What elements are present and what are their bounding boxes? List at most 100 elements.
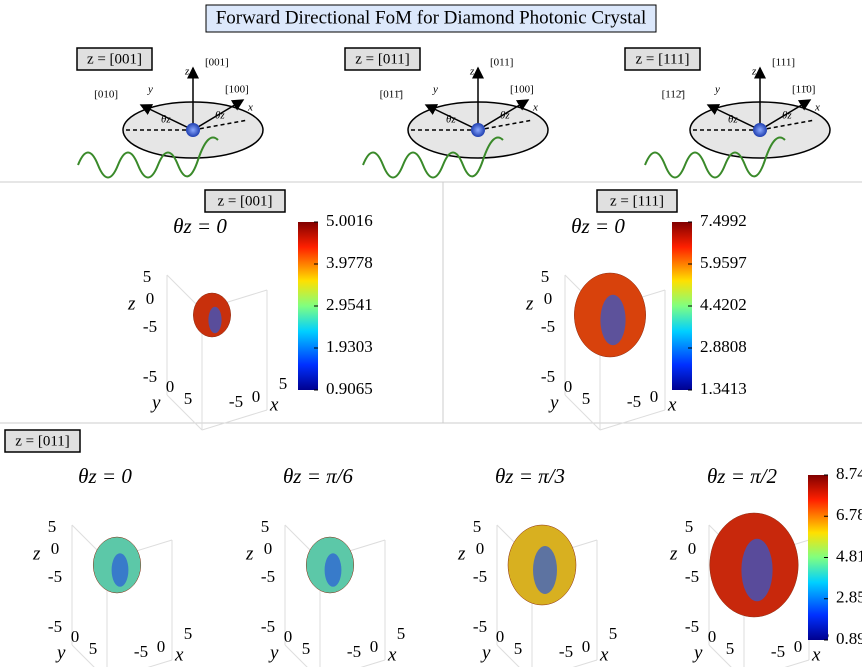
label-box bbox=[596, 189, 678, 213]
dir-label: [001] bbox=[205, 57, 229, 69]
tick-label: 0 bbox=[146, 289, 155, 308]
colorbar bbox=[808, 475, 828, 640]
angle-label: θz bbox=[161, 114, 171, 126]
tick-label: 0 bbox=[264, 539, 273, 558]
grid-line bbox=[599, 409, 666, 431]
wave bbox=[77, 136, 219, 179]
axis-label: z bbox=[669, 543, 678, 564]
tick-label: 5 bbox=[143, 267, 152, 286]
tick-label: 0 bbox=[157, 637, 166, 656]
label: z = [011] bbox=[355, 51, 410, 67]
axis-label: y bbox=[548, 392, 559, 413]
wave bbox=[644, 136, 786, 179]
tick-label: -5 bbox=[261, 617, 275, 636]
axis-label: y bbox=[150, 392, 161, 413]
colorbar-label: 0.8961 bbox=[836, 629, 862, 648]
label-box bbox=[344, 47, 421, 71]
colorbar-label: 2.8808 bbox=[700, 337, 747, 356]
grid-line bbox=[284, 644, 308, 667]
dir-label: [100] bbox=[225, 84, 249, 96]
tick-label: 5 bbox=[514, 639, 523, 658]
tick-label: -5 bbox=[134, 642, 148, 661]
plot-title: θz = 0 bbox=[78, 464, 132, 488]
wave bbox=[362, 136, 504, 179]
axis-label: y bbox=[692, 642, 703, 663]
tick-label: 5 bbox=[48, 517, 57, 536]
wave-dir bbox=[477, 119, 534, 131]
axis-letter: y bbox=[714, 84, 720, 96]
axis-arrow bbox=[759, 99, 812, 131]
tick-label: -5 bbox=[685, 567, 699, 586]
label-box bbox=[204, 189, 286, 213]
grid-line bbox=[784, 659, 810, 667]
tick-label: -5 bbox=[473, 617, 487, 636]
colorbar-label: 3.9778 bbox=[326, 253, 373, 272]
axis-label: z bbox=[457, 543, 466, 564]
axis-arrow bbox=[706, 104, 761, 131]
tick-label: 5 bbox=[473, 517, 482, 536]
axis-label: y bbox=[55, 642, 66, 663]
angle-label: θz bbox=[728, 114, 738, 126]
dir-label: [112̄] bbox=[662, 89, 685, 101]
dir-label: [111] bbox=[772, 57, 795, 69]
angle-label: θz bbox=[446, 114, 456, 126]
tick-label: 5 bbox=[685, 517, 694, 536]
tick-label: 0 bbox=[564, 377, 573, 396]
tick-label: 5 bbox=[582, 389, 591, 408]
colorbar-label: 5.9597 bbox=[700, 253, 747, 272]
label: z = [001] bbox=[217, 193, 272, 209]
tick-label: 5 bbox=[89, 639, 98, 658]
title-box bbox=[205, 4, 657, 33]
colorbar-label: 2.9541 bbox=[326, 295, 373, 314]
tick-label: 5 bbox=[541, 267, 550, 286]
angle-label: θz bbox=[215, 110, 225, 122]
plot-title: θz = π/6 bbox=[283, 464, 354, 488]
tick-label: 0 bbox=[370, 637, 379, 656]
axis-arrow bbox=[424, 104, 479, 131]
surface-core bbox=[533, 546, 557, 594]
tick-label: 5 bbox=[261, 517, 270, 536]
tick-label: -5 bbox=[627, 392, 641, 411]
surface-core bbox=[741, 538, 773, 602]
tick-label: 0 bbox=[71, 627, 80, 646]
plot-title: θz = 0 bbox=[571, 214, 625, 238]
axis-letter: z bbox=[751, 66, 757, 78]
tick-label: -5 bbox=[48, 567, 62, 586]
axis-label: z bbox=[32, 543, 41, 564]
figure-title: Forward Directional FoM for Diamond Phot… bbox=[216, 7, 647, 28]
colorbar bbox=[298, 222, 318, 390]
tick-label: 5 bbox=[397, 624, 406, 643]
label: z = [111] bbox=[610, 193, 664, 209]
axis-label: x bbox=[269, 394, 279, 415]
tick-label: 0 bbox=[51, 539, 60, 558]
tick-label: 5 bbox=[726, 639, 735, 658]
colorbar-label: 0.9065 bbox=[326, 379, 373, 398]
wave-dir bbox=[192, 119, 249, 131]
colorbar-label: 4.4202 bbox=[700, 295, 747, 314]
grid-line bbox=[147, 659, 173, 667]
tick-label: -5 bbox=[143, 367, 157, 386]
tick-label: -5 bbox=[473, 567, 487, 586]
grid-line bbox=[564, 394, 601, 431]
colorbar-label: 7.4992 bbox=[700, 211, 747, 230]
tick-label: 0 bbox=[794, 637, 803, 656]
label-box bbox=[76, 47, 153, 71]
label-box bbox=[624, 47, 701, 71]
colorbar-label: 5.0016 bbox=[326, 211, 373, 230]
colorbar-label: 1.3413 bbox=[700, 379, 747, 398]
label: z = [011] bbox=[15, 433, 70, 449]
tick-label: -5 bbox=[143, 317, 157, 336]
angle-label: θz bbox=[782, 110, 792, 122]
tick-label: -5 bbox=[559, 642, 573, 661]
tick-label: 5 bbox=[184, 389, 193, 408]
particle bbox=[753, 123, 767, 137]
axis-label: x bbox=[667, 394, 677, 415]
axis-letter: x bbox=[247, 102, 253, 114]
axis-letter: z bbox=[469, 66, 475, 78]
axis-label: x bbox=[811, 644, 821, 665]
axis-letter: x bbox=[532, 102, 538, 114]
tick-label: -5 bbox=[229, 392, 243, 411]
dir-label: [010] bbox=[94, 89, 118, 101]
surface-core bbox=[324, 553, 342, 587]
